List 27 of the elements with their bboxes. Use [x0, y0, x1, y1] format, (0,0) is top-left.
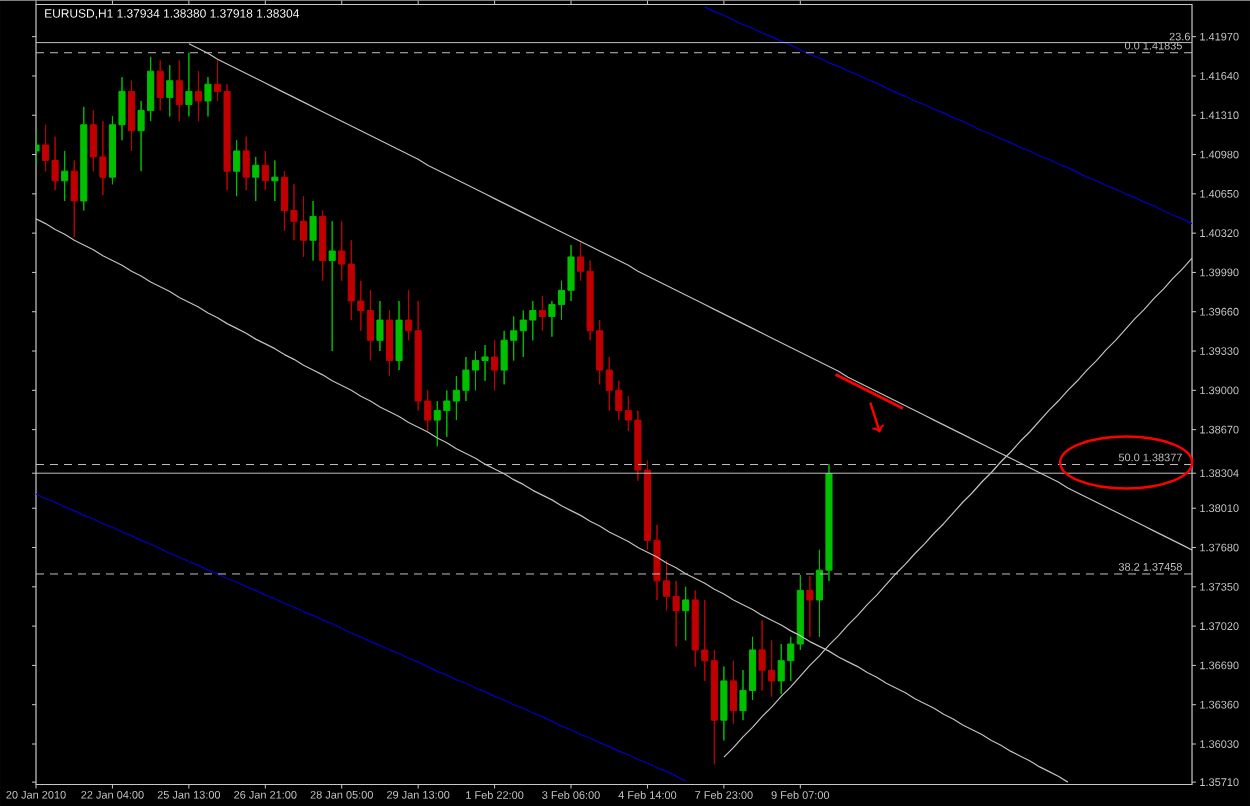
- candlestick: [156, 59, 164, 111]
- candlestick: [328, 220, 336, 352]
- candlestick: [376, 300, 384, 352]
- candlestick: [194, 70, 202, 122]
- candlestick: [61, 150, 69, 202]
- candlestick: [261, 150, 269, 191]
- candlestick: [729, 659, 737, 725]
- candlestick: [175, 59, 183, 122]
- candlestick: [319, 209, 327, 282]
- candlestick: [127, 79, 136, 152]
- candlestick: [233, 139, 241, 197]
- candlestick: [252, 156, 260, 202]
- candlestick: [395, 300, 403, 371]
- candlestick: [271, 159, 279, 202]
- candlestick: [166, 64, 174, 117]
- candlestick: [682, 586, 690, 641]
- candlestick: [80, 106, 88, 211]
- candlestick: [538, 295, 546, 332]
- candlestick: [70, 159, 78, 237]
- candlestick: [309, 200, 317, 261]
- candlestick: [242, 135, 250, 191]
- candlestick: [204, 76, 212, 117]
- candlestick: [385, 309, 394, 377]
- candlestick: [806, 575, 814, 638]
- candlestick: [185, 51, 193, 117]
- candlestick: [491, 339, 499, 391]
- candlestick: [720, 665, 728, 741]
